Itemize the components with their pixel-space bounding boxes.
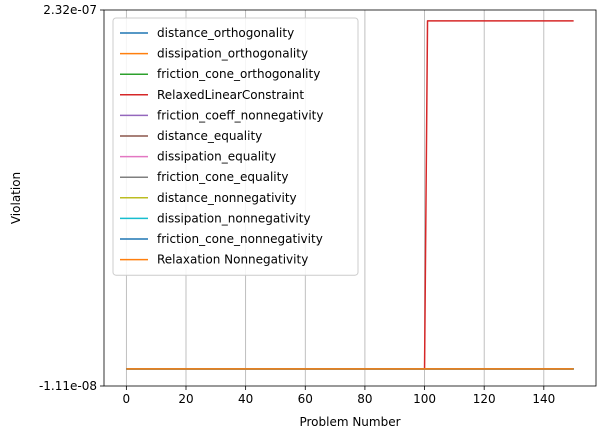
x-tick-label: 80 xyxy=(357,392,372,406)
legend-label: friction_cone_orthogonality xyxy=(157,67,320,81)
legend-label: RelaxedLinearConstraint xyxy=(157,88,304,102)
x-tick-label: 40 xyxy=(238,392,253,406)
legend-label: dissipation_orthogonality xyxy=(157,47,308,61)
legend-label: dissipation_nonnegativity xyxy=(157,211,311,225)
legend-label: dissipation_equality xyxy=(157,150,276,164)
series-lines xyxy=(126,20,574,370)
legend-label: friction_cone_equality xyxy=(157,170,288,184)
x-tick-label: 60 xyxy=(298,392,313,406)
legend-label: Relaxation Nonnegativity xyxy=(157,253,308,267)
y-axis-label: Violation xyxy=(9,172,23,224)
legend-label: friction_cone_nonnegativity xyxy=(157,232,323,246)
legend-label: distance_equality xyxy=(157,129,262,143)
legend-box xyxy=(112,17,359,276)
x-axis-ticks: 0 20 40 60 80 100 120 140 xyxy=(123,386,555,406)
y-tick-label: -1.11e-08 xyxy=(39,379,97,393)
legend-label: distance_orthogonality xyxy=(157,26,294,40)
x-tick-label: 120 xyxy=(473,392,496,406)
plot-frame xyxy=(103,9,597,387)
y-tick-label: 2.32e-07 xyxy=(43,3,97,17)
x-tick-label: 100 xyxy=(413,392,436,406)
legend-label: friction_coeff_nonnegativity xyxy=(157,108,323,122)
x-tick-label: 140 xyxy=(532,392,555,406)
legend-label: distance_nonnegativity xyxy=(157,191,297,205)
x-axis-label: Problem Number xyxy=(299,415,400,429)
x-tick-label: 0 xyxy=(123,392,131,406)
legend: distance_orthogonality dissipation_orthog… xyxy=(112,17,359,276)
x-tick-label: 20 xyxy=(178,392,193,406)
y-axis-ticks: -1.11e-08 2.32e-07 xyxy=(39,3,104,393)
